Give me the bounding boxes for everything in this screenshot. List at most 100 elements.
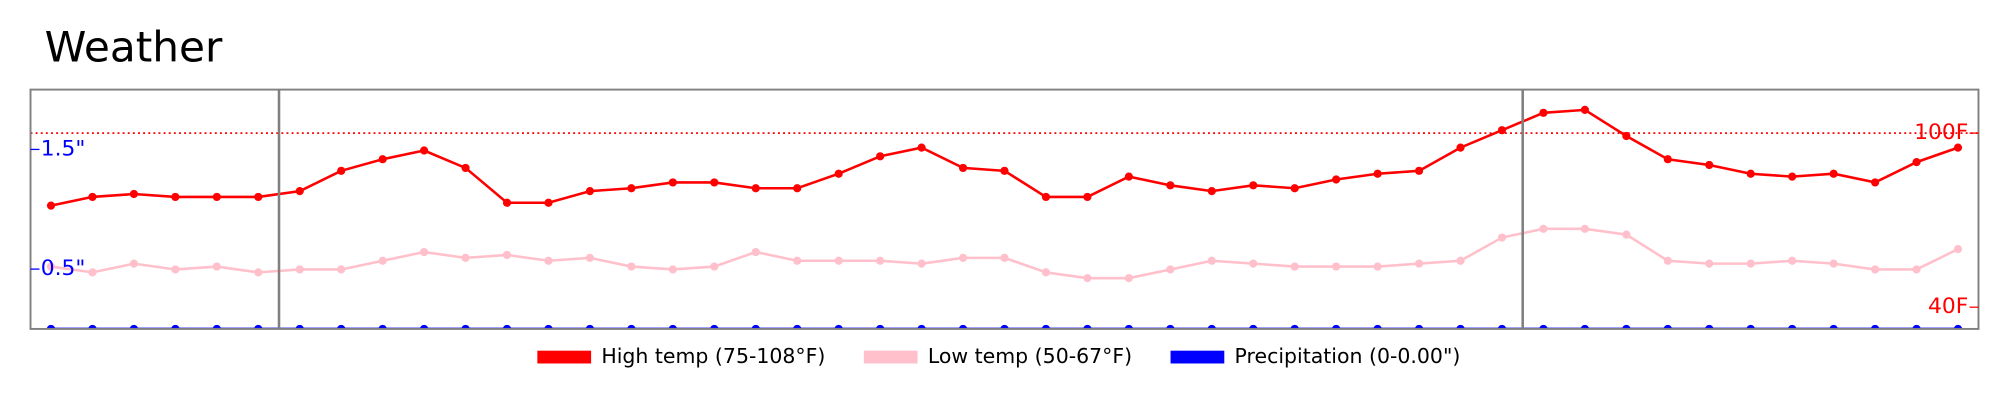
point	[1497, 324, 1507, 329]
point	[1000, 166, 1009, 175]
point	[834, 169, 843, 178]
point	[917, 143, 926, 152]
point	[461, 163, 470, 173]
point	[1166, 181, 1175, 190]
point	[834, 256, 843, 265]
point	[295, 187, 304, 196]
legend-label: High temp (75-108°F)	[601, 344, 825, 368]
point	[1000, 253, 1009, 262]
point	[793, 324, 802, 329]
legend-label: Precipitation (0-0.00")	[1235, 344, 1461, 368]
point	[502, 324, 512, 329]
point	[1829, 169, 1838, 178]
point	[1912, 158, 1921, 167]
point	[1332, 262, 1341, 271]
point	[502, 198, 512, 207]
point	[544, 256, 553, 265]
point	[1373, 262, 1382, 271]
point	[1083, 274, 1092, 283]
point	[834, 324, 843, 329]
point	[1124, 324, 1133, 329]
point	[627, 262, 636, 271]
point	[793, 256, 802, 265]
point	[46, 324, 56, 329]
point	[1705, 160, 1714, 170]
point	[461, 324, 470, 329]
point	[1705, 324, 1714, 329]
point	[1497, 233, 1507, 242]
point	[1705, 259, 1714, 268]
point	[1580, 324, 1589, 329]
point	[1373, 324, 1382, 329]
point	[876, 324, 885, 329]
overlay: 40F 100F 0.5" 1.5"	[29, 88, 1980, 330]
point	[1539, 224, 1548, 233]
point	[1207, 187, 1216, 196]
point	[1622, 324, 1631, 329]
point	[1000, 324, 1009, 329]
point	[793, 184, 802, 193]
point	[1746, 259, 1755, 268]
point	[1788, 324, 1797, 329]
point	[171, 324, 180, 329]
point	[627, 184, 636, 193]
point	[751, 247, 760, 257]
point	[1788, 256, 1797, 265]
point	[1456, 143, 1465, 152]
point	[1912, 324, 1921, 329]
point	[88, 192, 97, 202]
point	[337, 265, 346, 274]
point	[668, 324, 677, 329]
point	[1124, 172, 1133, 181]
point	[212, 262, 221, 271]
point	[1456, 324, 1465, 329]
point	[212, 192, 221, 202]
point	[1290, 262, 1299, 271]
point	[337, 324, 346, 329]
point	[585, 187, 595, 196]
point	[1497, 126, 1507, 135]
point	[1663, 256, 1672, 265]
y2-tick-label: 1.5"	[41, 136, 86, 161]
point	[378, 155, 387, 164]
point	[46, 262, 56, 271]
point	[751, 324, 760, 329]
point	[1829, 324, 1838, 329]
point	[171, 192, 180, 202]
chart-title: Weather	[45, 22, 223, 71]
point	[1249, 324, 1258, 329]
point	[1083, 324, 1092, 329]
point	[1456, 256, 1465, 265]
point	[917, 259, 926, 268]
point	[1166, 265, 1175, 274]
point	[129, 189, 139, 199]
point	[171, 265, 180, 274]
point	[1870, 265, 1880, 274]
point	[1539, 324, 1548, 329]
point	[1414, 259, 1424, 268]
point	[1414, 324, 1424, 329]
point	[1041, 268, 1051, 277]
point	[710, 262, 719, 271]
point	[1207, 324, 1216, 329]
point	[88, 268, 97, 277]
point	[1041, 324, 1051, 329]
point	[1539, 108, 1548, 117]
point	[1166, 324, 1175, 329]
point	[1580, 105, 1589, 114]
point	[129, 324, 139, 329]
point	[1207, 256, 1216, 265]
point	[1622, 230, 1631, 239]
point	[212, 324, 221, 329]
point	[378, 256, 387, 265]
point	[1953, 324, 1963, 329]
point	[461, 253, 470, 262]
point	[710, 324, 719, 329]
point	[958, 253, 968, 262]
point	[751, 184, 760, 193]
point	[1953, 143, 1963, 152]
point	[420, 247, 429, 257]
point	[1414, 166, 1424, 175]
point	[502, 250, 512, 260]
